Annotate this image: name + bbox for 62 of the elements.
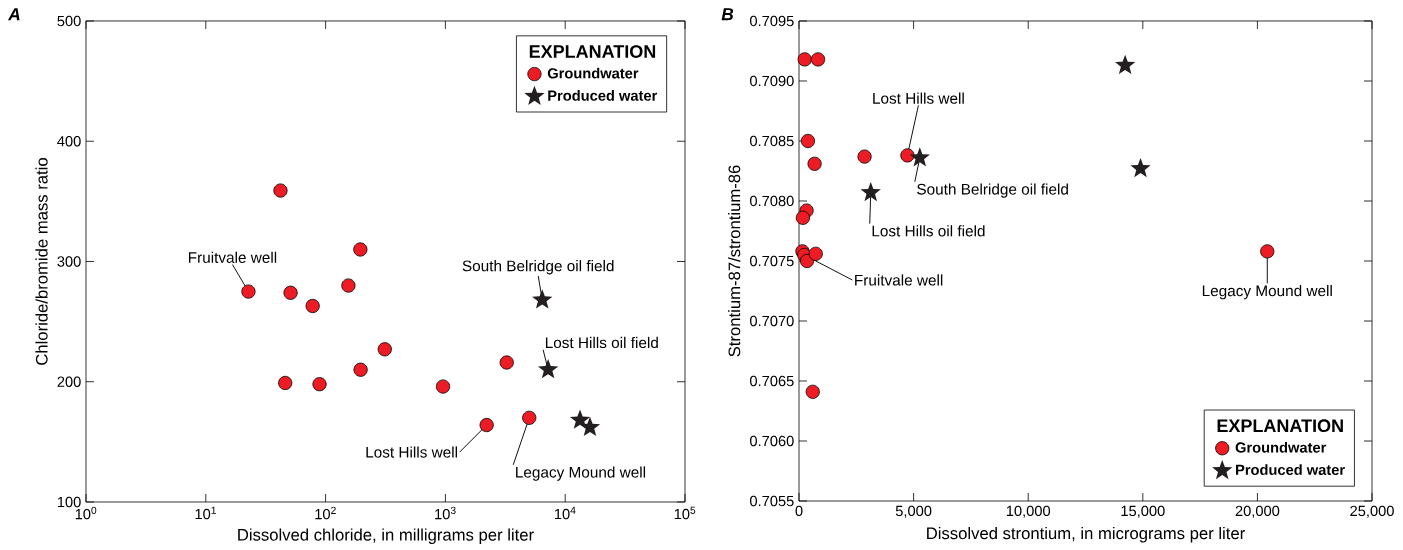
x-tick-label: 10$^{5}$ (674, 506, 696, 520)
point (1260, 244, 1275, 259)
y-tick-label: 0.7090 (750, 75, 794, 87)
y-axis-title: Strontium-87/strontium-86 (728, 165, 741, 357)
point (795, 210, 810, 225)
x-tick-label: 10$^{2}$ (315, 506, 336, 520)
y-tick-label: 100 (57, 496, 81, 508)
annotation: Lost Hills oil field (545, 336, 658, 349)
y-tick-label: 0.7070 (750, 315, 794, 327)
y-tick-label: 0.7055 (750, 495, 794, 507)
chart-title: A (7, 8, 20, 21)
x-tick-label: 25,000 (1350, 505, 1394, 518)
annotation: Lost Hills well (366, 446, 458, 458)
y-tick-label: 500 (57, 15, 81, 27)
y-tick-label: 0.7080 (750, 195, 794, 207)
point (808, 246, 823, 261)
legend-title: EXPLANATION (1217, 419, 1343, 433)
annotation: South Belridge oil field (917, 183, 1068, 198)
x-tick-label: 10$^{0}$ (75, 506, 97, 520)
y-tick-label: 0.7075 (750, 255, 794, 267)
x-tick-label: 10$^{3}$ (435, 506, 456, 520)
legend-title: EXPLANATION (529, 45, 656, 58)
point (857, 149, 872, 164)
point (807, 156, 822, 171)
y-tick-label: 300 (57, 256, 81, 267)
y-tick-label: 0.7095 (750, 15, 794, 27)
annotation: Fruitvale well (855, 274, 943, 286)
annotation: Lost Hills well (873, 92, 964, 104)
x-tick-label: 10$^{4}$ (554, 506, 576, 520)
annotation: Lost Hills oil field (872, 225, 985, 237)
point (810, 52, 826, 67)
annotation: Legacy Mound well (516, 466, 646, 481)
x-tick-label: 5,000 (895, 505, 932, 518)
annotation: Fruitvale well (188, 251, 277, 263)
y-tick-label: 0.7060 (750, 435, 794, 447)
y-tick-label: 200 (57, 376, 81, 387)
x-axis-title: Dissolved strontium, in micrograms per liter (927, 526, 1245, 543)
legend-label: Produced water (548, 90, 658, 101)
point (1130, 157, 1151, 178)
legend-label: Groundwater (1235, 441, 1327, 453)
annotation: South Belridge oil field (462, 260, 614, 275)
point (860, 181, 881, 202)
chart-title: B (721, 8, 734, 21)
legend-label: Groundwater (547, 67, 639, 79)
point (909, 147, 930, 167)
point (797, 52, 812, 67)
y-tick-label: 0.7085 (750, 135, 794, 147)
x-tick-label: 0 (795, 505, 803, 517)
x-tick-label: 20,000 (1235, 505, 1280, 518)
point (805, 384, 820, 399)
y-tick-label: 0.7065 (750, 375, 794, 387)
x-tick-label: 15,000 (1121, 505, 1165, 518)
y-tick-label: 400 (57, 136, 81, 147)
point (900, 148, 915, 163)
legend-label: Produced water (1236, 464, 1345, 476)
x-axis-title: Dissolved chloride, in milligrams per liter (238, 528, 534, 544)
point (800, 133, 816, 149)
point (1115, 54, 1136, 75)
y-axis-title: Chloride/bromide mass ratio (35, 158, 48, 365)
x-tick-label: 10$^{1}$ (195, 506, 216, 520)
annotation: Legacy Mound well (1202, 285, 1332, 300)
x-tick-label: 10,000 (1006, 505, 1051, 518)
